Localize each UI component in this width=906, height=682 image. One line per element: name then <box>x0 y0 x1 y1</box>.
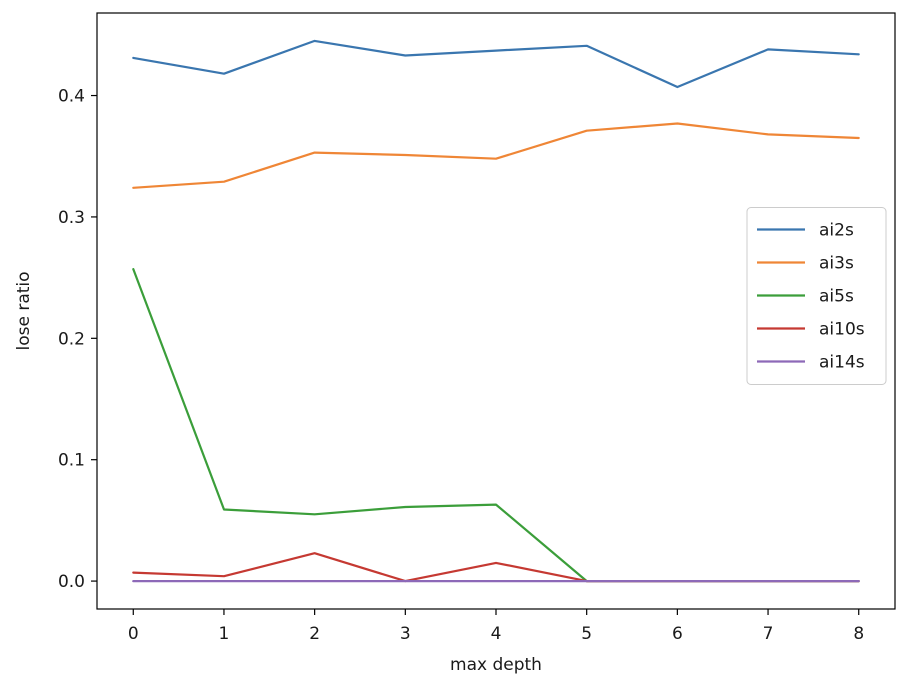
legend-box <box>746 207 887 385</box>
x-axis-ticks: 0 1 2 3 4 5 6 7 8 <box>128 609 864 644</box>
legend-label-ai2s: ai2s <box>819 221 854 241</box>
x-tick-label: 6 <box>672 624 683 644</box>
x-tick-label: 0 <box>128 624 139 644</box>
legend-label-ai10s: ai10s <box>819 320 865 340</box>
y-axis-ticks: 0.0 0.1 0.2 0.3 0.4 <box>58 87 97 592</box>
x-tick-label: 5 <box>581 624 592 644</box>
x-tick-label: 3 <box>400 624 411 644</box>
series-line-ai3s <box>132 122 860 189</box>
series-line-ai2s <box>132 39 860 89</box>
y-tick-label: 0.4 <box>58 87 85 107</box>
x-tick-label: 1 <box>219 624 230 644</box>
x-tick-label: 8 <box>853 624 864 644</box>
y-tick-label: 0.2 <box>58 329 85 349</box>
y-tick-label: 0.1 <box>58 451 85 471</box>
legend-label-ai3s: ai3s <box>819 254 854 274</box>
y-tick-label: 0.0 <box>58 572 85 592</box>
legend-label-ai5s: ai5s <box>819 287 854 307</box>
y-axis-label: lose ratio <box>14 271 34 350</box>
x-tick-label: 7 <box>763 624 774 644</box>
legend: ai2s ai3s ai5s ai10s ai14s <box>746 207 887 385</box>
series-layer <box>132 39 860 583</box>
legend-label-ai14s: ai14s <box>819 353 865 373</box>
x-tick-label: 4 <box>491 624 502 644</box>
series-line-ai10s <box>132 552 860 583</box>
x-tick-label: 2 <box>309 624 320 644</box>
y-tick-label: 0.3 <box>58 208 85 228</box>
x-axis-label: max depth <box>450 655 542 675</box>
